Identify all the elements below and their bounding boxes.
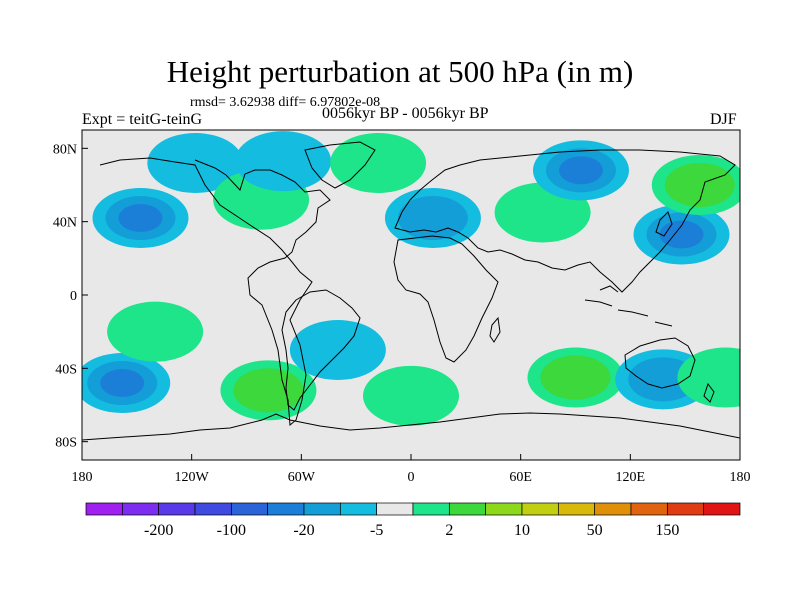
anomaly-16-level-1 <box>677 347 740 408</box>
anomaly-12 <box>289 320 386 380</box>
coast-japan <box>655 211 673 237</box>
y-axis: 80N 40N 0 40S 80S <box>53 142 88 451</box>
anomaly-3-level-1 <box>235 131 332 192</box>
colorbar-box-17 <box>703 502 741 516</box>
anomaly-7-level-3 <box>558 156 603 185</box>
colorbar-box-8 <box>376 502 414 516</box>
colorbar-box-5 <box>267 502 305 516</box>
x-tick-label-2: 60W <box>288 470 316 485</box>
colorbar-box-4 <box>230 502 269 516</box>
y-tick-label-4: 80S <box>55 436 77 451</box>
coast-south-america <box>281 289 361 411</box>
coast-africa <box>393 235 499 363</box>
colorbar-box-0 <box>85 502 123 516</box>
colorbar-label-7: 150 <box>655 522 679 539</box>
anomaly-17 <box>107 301 204 362</box>
x-tick-label-6: 180 <box>730 470 751 485</box>
anomaly-11-level-2 <box>233 368 304 413</box>
anomaly-7 <box>532 140 629 201</box>
anomaly-9-level-2 <box>664 163 735 207</box>
anomaly-4 <box>330 133 427 193</box>
colorbar-box-9 <box>412 502 450 516</box>
colorbar-label-2: -20 <box>293 522 314 539</box>
colorbar-box-10 <box>448 502 487 516</box>
coast-eurasia <box>394 149 736 293</box>
anomaly-1-level-1 <box>147 133 244 193</box>
anomaly-8 <box>633 204 730 265</box>
x-tick-label-0: 180 <box>72 470 93 485</box>
colorbar-box-12 <box>521 502 559 516</box>
anomaly-8-level-3 <box>659 220 704 249</box>
anomaly-14 <box>527 347 624 408</box>
y-tick-label-1: 40N <box>53 216 77 231</box>
colorbar-box-14 <box>594 502 632 516</box>
colorbar-box-13 <box>557 502 596 516</box>
y-tick-label-3: 40S <box>55 362 77 377</box>
anomaly-9 <box>651 155 740 215</box>
colorbar-label-6: 50 <box>587 522 603 539</box>
anomaly-13 <box>363 365 459 426</box>
x-tick-label-1: 120W <box>175 470 210 485</box>
anomaly-14-level-2 <box>540 355 611 400</box>
coast-antarctica <box>82 412 740 441</box>
anomaly-1 <box>147 133 244 193</box>
coast-madagascar <box>489 316 501 343</box>
colorbar-box-3 <box>194 502 232 516</box>
left-string: Expt = teitG-teinG <box>82 111 203 128</box>
colorbar-box-1 <box>121 502 160 516</box>
coast-australia <box>624 337 696 389</box>
anomaly-4-level-1 <box>330 133 427 193</box>
y-tick-label-0: 80N <box>53 142 77 157</box>
colorbar-box-15 <box>630 502 668 516</box>
colorbar-box-7 <box>339 502 378 516</box>
stats-string: rmsd= 3.62938 diff= 6.97802e-08 <box>190 95 381 110</box>
colorbar-label-0: -200 <box>144 522 173 539</box>
colorbar-label-1: -100 <box>217 522 246 539</box>
x-tick-label-5: 120E <box>616 470 646 485</box>
colorbar-box-6 <box>303 502 341 516</box>
x-tick-label-3: 0 <box>408 470 415 485</box>
anomaly-layer <box>82 131 740 426</box>
x-axis: 180 120W 60W 0 60E 120E 180 <box>72 454 751 485</box>
anomaly-0-level-3 <box>118 204 163 232</box>
anomaly-11 <box>220 360 317 421</box>
anomaly-13-level-1 <box>363 365 459 426</box>
anomaly-12-level-1 <box>289 320 386 380</box>
coast-new-zealand <box>703 382 715 403</box>
colorbar-label-4: 2 <box>445 522 453 539</box>
colorbar-box-11 <box>485 502 523 516</box>
coast-indonesia <box>584 285 673 327</box>
colorbar-label-5: 10 <box>514 522 530 539</box>
colorbar-box-16 <box>666 502 705 516</box>
chart-title: Height perturbation at 500 hPa (in m) <box>166 54 634 89</box>
anomaly-0 <box>92 188 189 248</box>
anomaly-16 <box>677 347 740 408</box>
colorbar-label-3: -5 <box>370 522 383 539</box>
anomaly-3 <box>235 131 332 192</box>
right-string: DJF <box>710 111 737 128</box>
x-tick-label-4: 60E <box>509 470 532 485</box>
anomaly-17-level-1 <box>107 301 204 362</box>
colorbar-box-2 <box>158 502 196 516</box>
colorbar: -200 -100 -20 -5 2 10 50 150 <box>85 502 741 539</box>
center-string: 0056kyr BP - 0056kyr BP <box>322 105 489 122</box>
y-tick-label-2: 0 <box>70 289 77 304</box>
coastlines <box>82 141 740 441</box>
coast-greenland <box>304 141 376 189</box>
coast-north-america <box>99 157 331 427</box>
anomaly-10-level-3 <box>100 369 145 397</box>
anomaly-10 <box>82 353 171 413</box>
